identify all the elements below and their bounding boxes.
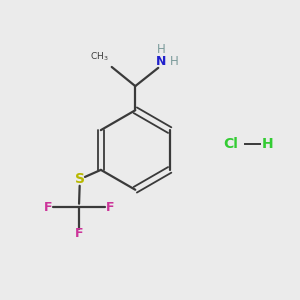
Text: N: N <box>155 55 166 68</box>
Text: F: F <box>44 201 52 214</box>
Text: S: S <box>75 172 85 186</box>
Text: H: H <box>169 56 178 68</box>
Text: Cl: Cl <box>224 137 238 151</box>
Text: CH$_3$: CH$_3$ <box>90 51 108 63</box>
Text: F: F <box>75 227 83 240</box>
Text: F: F <box>106 201 114 214</box>
Text: H: H <box>261 137 273 151</box>
Text: H: H <box>157 43 166 56</box>
